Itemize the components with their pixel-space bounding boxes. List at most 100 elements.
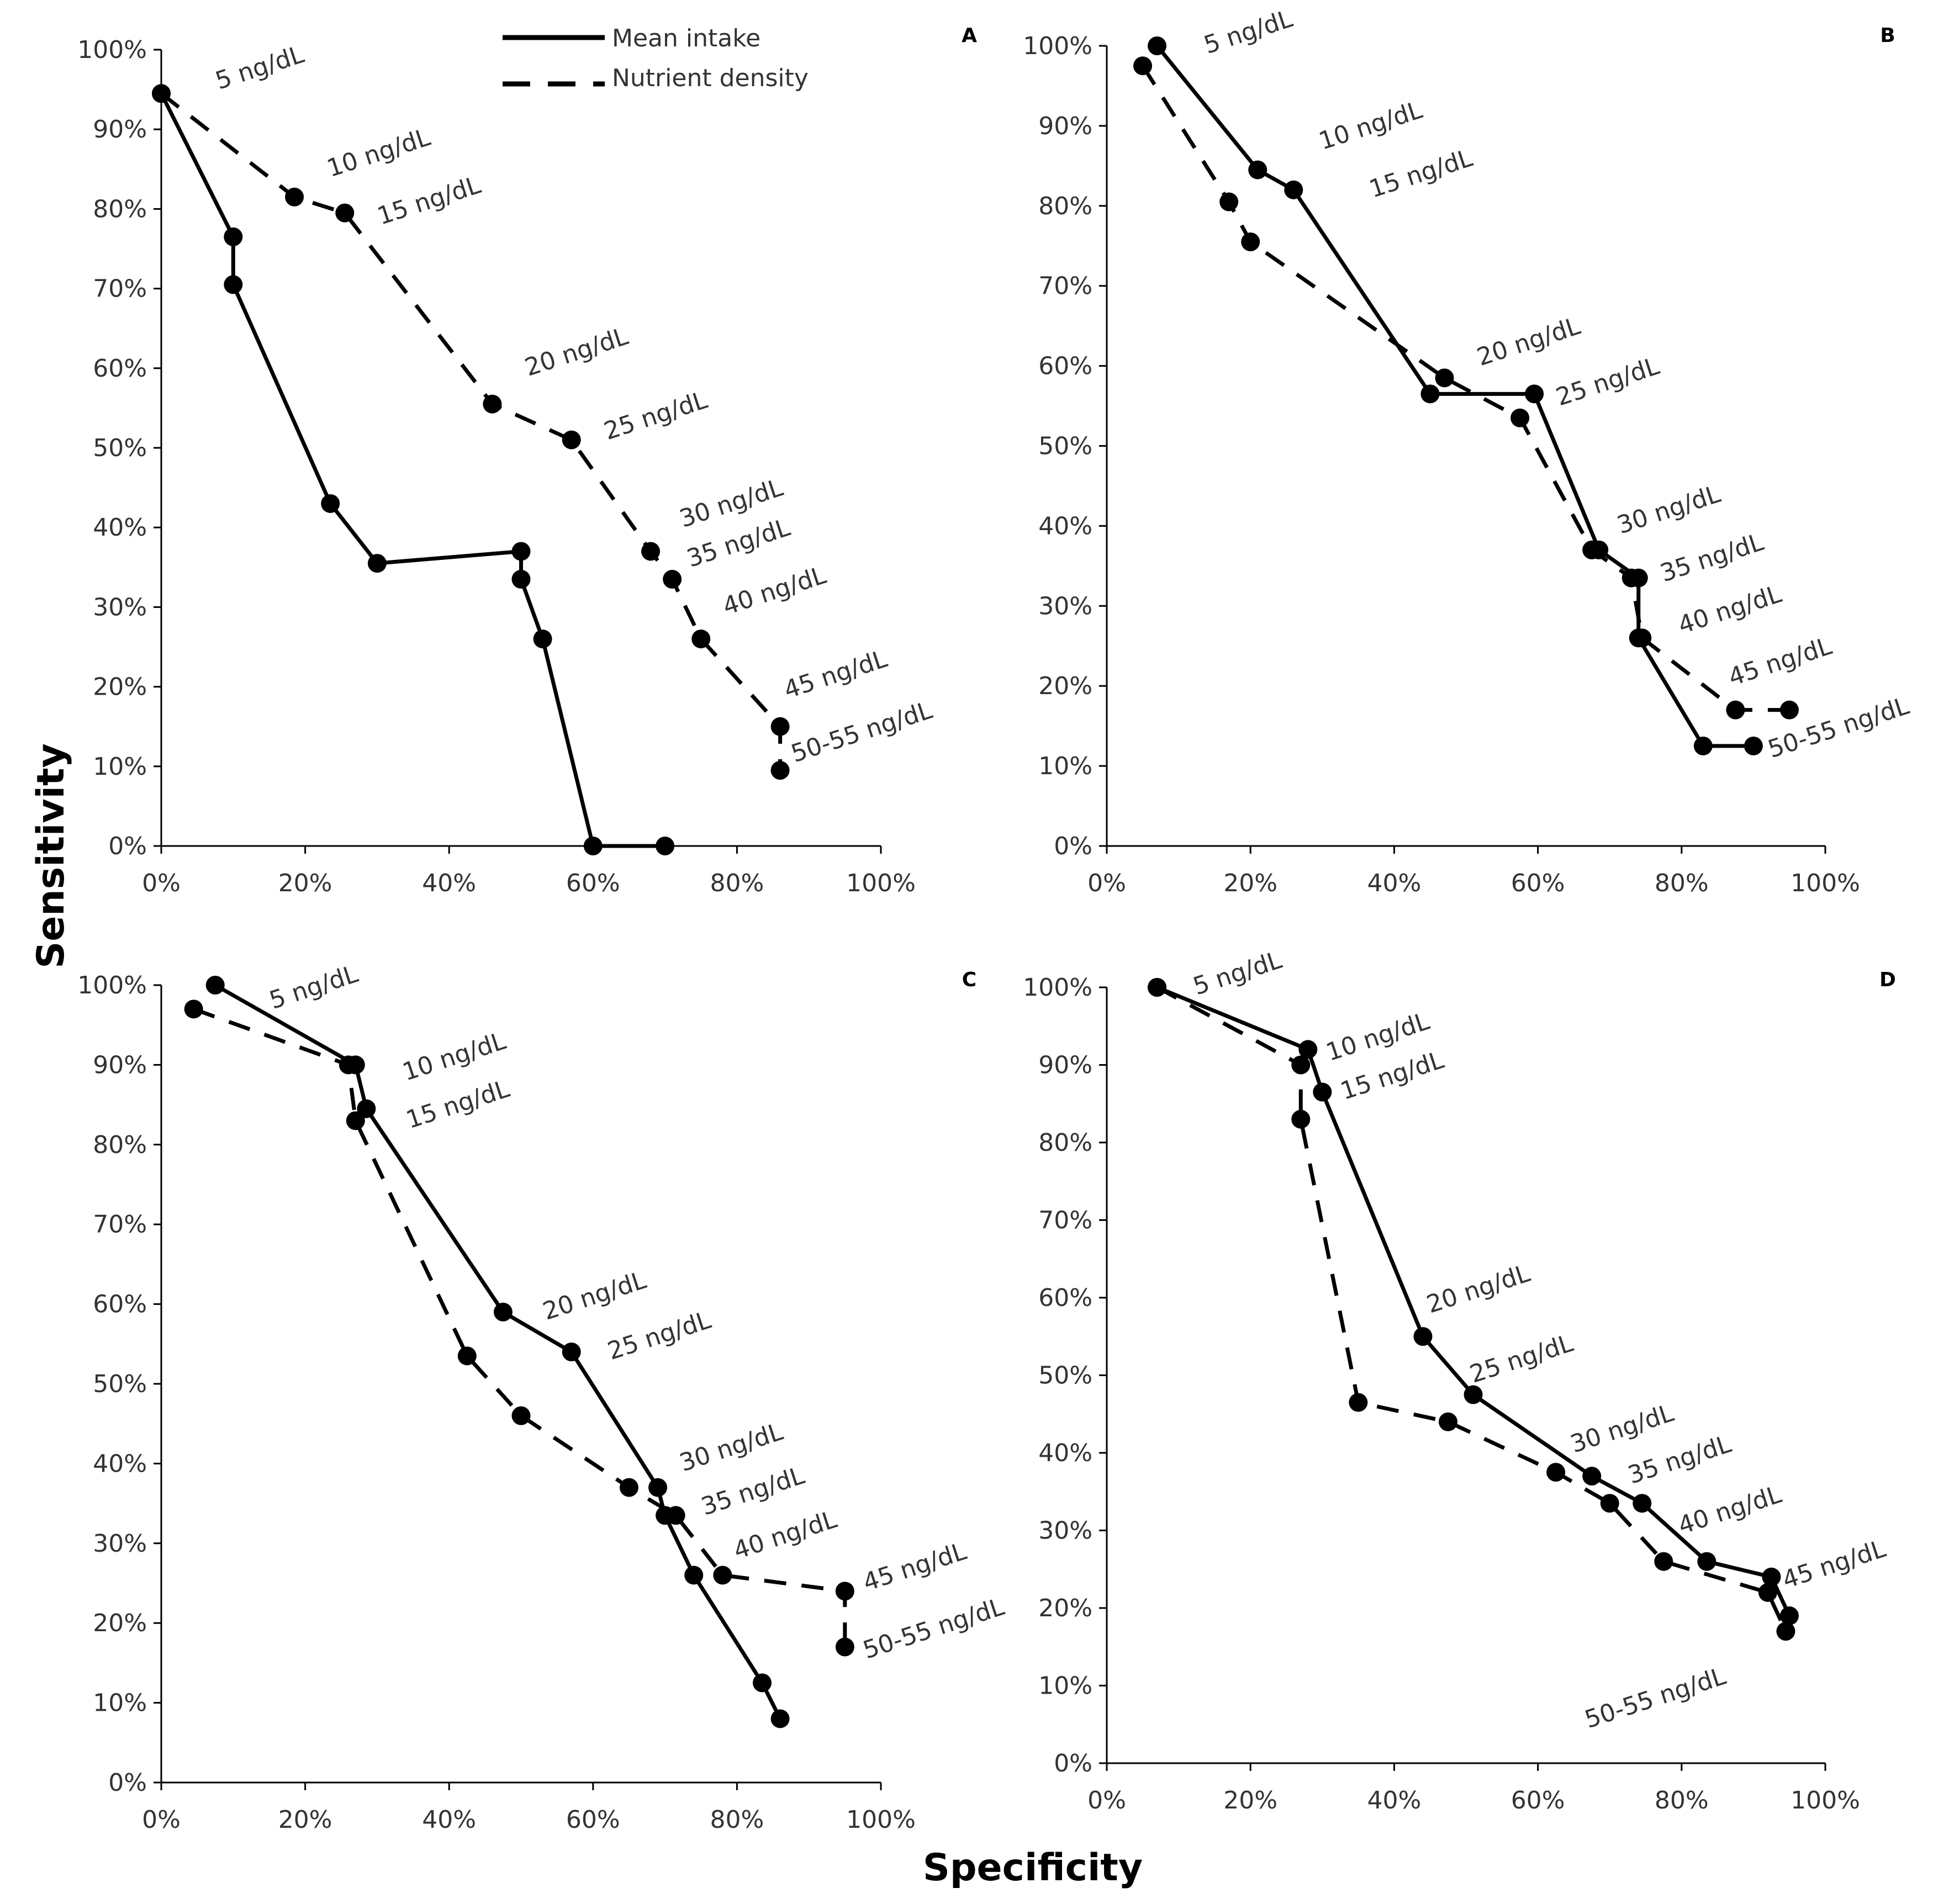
x-tick-label: 80%: [710, 869, 764, 897]
nutrient-density-point: [770, 717, 790, 736]
nutrient-density-point: [1600, 1494, 1619, 1513]
nutrient-density-point: [1438, 1412, 1457, 1431]
mean-intake-point: [1313, 1082, 1332, 1102]
nutrient-density-point: [713, 1565, 732, 1585]
mean-intake-point: [511, 569, 531, 589]
mean-intake-point: [684, 1565, 704, 1585]
x-tick-label: 20%: [278, 1806, 332, 1834]
y-tick-label: 80%: [93, 1131, 147, 1159]
y-tick-label: 10%: [93, 1689, 147, 1717]
x-tick-label: 40%: [1367, 1786, 1422, 1815]
mean-intake-point: [1413, 1327, 1433, 1346]
nutrient-density-point: [835, 1637, 854, 1657]
nutrient-density-point: [663, 569, 682, 589]
nutrient-density-point: [1133, 56, 1153, 76]
y-tick-label: 100%: [77, 36, 147, 64]
panel-letter: A: [962, 24, 977, 47]
x-tick-label: 60%: [566, 1806, 620, 1834]
mean-intake-point: [1693, 736, 1713, 755]
y-tick-label: 0%: [108, 832, 147, 860]
nutrient-density-point: [770, 761, 790, 780]
nutrient-density-line: [160, 92, 783, 771]
y-tick-label: 40%: [93, 1450, 147, 1478]
y-tick-label: 40%: [1038, 1439, 1092, 1467]
nutrient-density-point: [666, 1506, 685, 1525]
nutrient-density-point: [1546, 1463, 1566, 1482]
nutrient-density-point: [285, 187, 304, 207]
y-tick-label: 10%: [1038, 1672, 1092, 1700]
y-tick-label: 40%: [93, 514, 147, 542]
nutrient-density-point: [511, 1406, 531, 1425]
x-axis-title: Specificity: [923, 1846, 1143, 1890]
mean-intake-point: [1420, 384, 1440, 404]
mean-intake-line: [1156, 985, 1792, 1617]
x-tick-label: 0%: [1087, 869, 1126, 897]
mean-intake-point: [224, 275, 243, 294]
panel-letter: B: [1880, 24, 1895, 47]
y-tick-label: 70%: [1038, 1207, 1092, 1235]
y-tick-label: 90%: [93, 115, 147, 144]
y-tick-label: 10%: [1038, 752, 1092, 780]
nutrient-density-point: [1776, 1622, 1795, 1641]
mean-intake-point: [1633, 1494, 1652, 1513]
nutrient-density-point: [1148, 978, 1167, 997]
y-tick-label: 80%: [1038, 1129, 1092, 1157]
x-tick-label: 100%: [1791, 869, 1860, 897]
y-tick-label: 30%: [1038, 1517, 1092, 1545]
y-tick-label: 30%: [93, 1530, 147, 1558]
mean-intake-point: [321, 494, 340, 513]
x-tick-label: 60%: [1511, 1786, 1565, 1815]
mean-intake-line: [159, 92, 666, 848]
nutrient-density-line: [193, 1007, 847, 1647]
nutrient-density-point: [184, 999, 203, 1019]
mean-intake-point: [357, 1099, 376, 1118]
y-tick-label: 20%: [1038, 1594, 1092, 1622]
nutrient-density-point: [1622, 568, 1641, 588]
y-tick-label: 60%: [93, 1291, 147, 1319]
mean-intake-line: [214, 983, 782, 1720]
nutrient-density-point: [483, 394, 502, 414]
nutrient-density-point: [1654, 1552, 1673, 1571]
mean-intake-point: [770, 1709, 790, 1728]
y-tick-label: 40%: [1038, 512, 1092, 540]
mean-intake-point: [1298, 1040, 1318, 1059]
x-tick-label: 20%: [1223, 1786, 1277, 1815]
nutrient-density-line: [1141, 65, 1789, 712]
x-tick-label: 60%: [566, 869, 620, 897]
y-tick-label: 70%: [1038, 272, 1092, 300]
y-tick-label: 30%: [93, 593, 147, 621]
mean-intake-point: [1697, 1552, 1717, 1571]
nutrient-density-point: [152, 84, 171, 103]
mean-intake-point: [562, 1342, 581, 1362]
x-tick-label: 20%: [278, 869, 332, 897]
mean-intake-point: [1744, 736, 1763, 755]
nutrient-density-point: [1241, 232, 1260, 252]
x-tick-label: 80%: [1655, 1786, 1709, 1815]
y-tick-label: 90%: [1038, 112, 1092, 140]
x-tick-label: 0%: [1087, 1786, 1126, 1815]
mean-intake-point: [648, 1478, 668, 1497]
y-tick-label: 90%: [1038, 1051, 1092, 1080]
y-tick-label: 10%: [93, 753, 147, 781]
y-tick-label: 90%: [93, 1051, 147, 1079]
nutrient-density-point: [1291, 1109, 1311, 1129]
legend-label-nutrient-density: Nutrient density: [612, 64, 809, 92]
nutrient-density-point: [339, 1055, 358, 1075]
nutrient-density-point: [1291, 1055, 1311, 1075]
mean-intake-point: [1779, 1606, 1799, 1626]
y-tick-label: 100%: [1023, 974, 1092, 1002]
nutrient-density-point: [1511, 408, 1530, 427]
x-tick-label: 0%: [142, 869, 181, 897]
mean-intake-point: [367, 554, 387, 573]
mean-intake-point: [583, 837, 603, 855]
mean-intake-point: [1148, 36, 1167, 55]
mean-intake-point: [511, 542, 531, 561]
y-tick-label: 60%: [1038, 352, 1092, 380]
mean-intake-point: [1582, 1467, 1602, 1486]
y-axis-title: Sensitivity: [29, 743, 73, 969]
nutrient-density-point: [562, 430, 581, 449]
y-tick-label: 50%: [93, 1370, 147, 1398]
nutrient-density-point: [1758, 1583, 1777, 1602]
y-tick-label: 20%: [93, 1609, 147, 1637]
y-tick-label: 60%: [1038, 1284, 1092, 1312]
